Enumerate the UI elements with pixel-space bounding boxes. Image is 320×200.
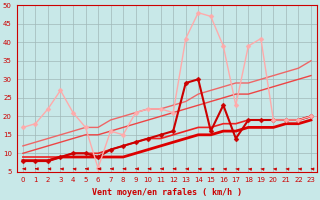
X-axis label: Vent moyen/en rafales ( km/h ): Vent moyen/en rafales ( km/h ) [92, 188, 242, 197]
